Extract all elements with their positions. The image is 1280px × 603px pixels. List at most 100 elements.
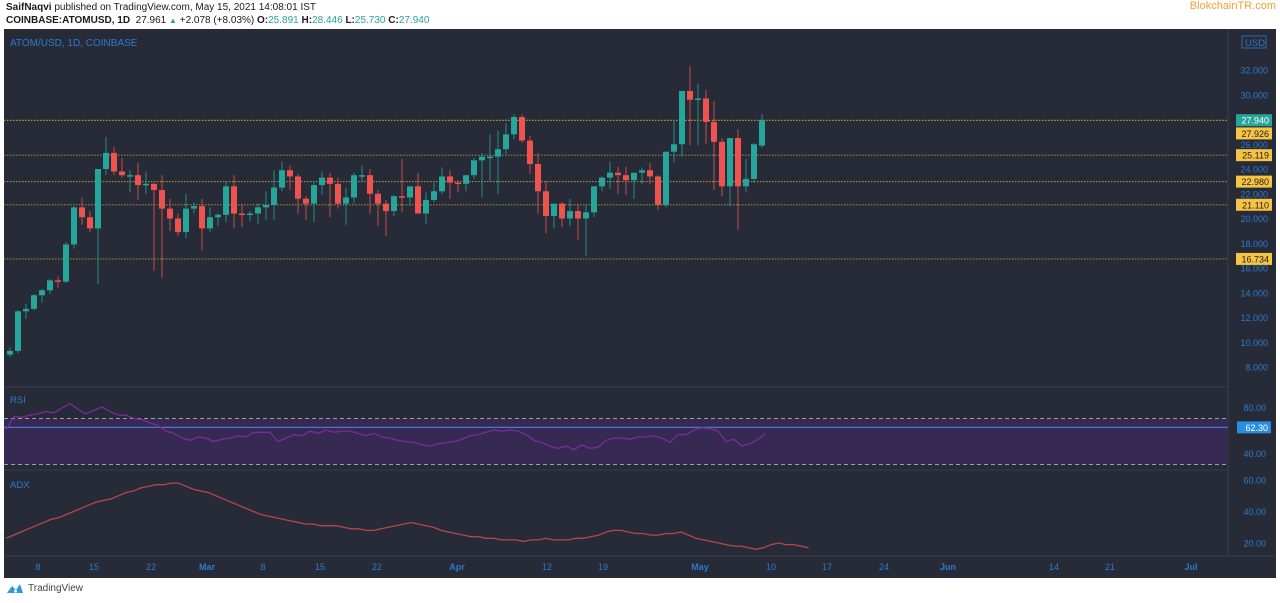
candle[interactable] [591, 186, 597, 218]
candle[interactable] [439, 167, 445, 194]
candle[interactable] [367, 169, 373, 214]
candle[interactable] [15, 310, 21, 354]
candle[interactable] [335, 177, 341, 209]
candle[interactable] [447, 170, 453, 199]
candle[interactable] [463, 175, 469, 192]
candle[interactable] [543, 181, 549, 234]
candle[interactable] [759, 113, 765, 148]
candle[interactable] [679, 91, 685, 157]
candle[interactable] [383, 199, 389, 236]
candle[interactable] [607, 161, 613, 189]
candle[interactable] [535, 152, 541, 214]
candle[interactable] [31, 293, 37, 311]
candle[interactable] [559, 202, 565, 228]
candle[interactable] [359, 165, 365, 183]
candle[interactable] [135, 162, 141, 200]
candle[interactable] [111, 146, 117, 176]
tradingview-footer[interactable]: TradingView [6, 583, 83, 594]
candle[interactable] [431, 182, 437, 203]
candle[interactable] [279, 161, 285, 192]
candle[interactable] [423, 192, 429, 224]
candle[interactable] [735, 129, 741, 230]
candle[interactable] [127, 170, 133, 193]
candle[interactable] [719, 138, 725, 197]
rsi-pane[interactable]: 80.00 40.00 62.30 [4, 386, 1271, 471]
candle[interactable] [199, 198, 205, 251]
candle[interactable] [487, 134, 493, 182]
candle[interactable] [119, 157, 125, 178]
candle[interactable] [575, 203, 581, 240]
candle[interactable] [47, 279, 53, 294]
time-axis[interactable]: 8 15 22 Mar 8 15 22 Apr 12 19 May 10 17 24 Jun 14 21 Jul [35, 562, 1197, 572]
candle[interactable] [391, 194, 397, 217]
candle[interactable] [671, 119, 677, 163]
candle[interactable] [55, 276, 61, 288]
candle[interactable] [159, 175, 165, 278]
candle[interactable] [511, 114, 517, 140]
candle[interactable] [343, 187, 349, 225]
candle[interactable] [727, 138, 733, 207]
price-pane[interactable] [4, 66, 1228, 358]
candle[interactable] [215, 213, 221, 226]
candle[interactable] [143, 171, 149, 194]
candle[interactable] [751, 143, 757, 183]
candle[interactable] [527, 135, 533, 174]
candle[interactable] [255, 203, 261, 224]
candle[interactable] [415, 172, 421, 214]
candle[interactable] [479, 152, 485, 198]
price-axis[interactable]: 32.00030.00028.00026.00024.00022.00020.0… [1236, 66, 1272, 373]
currency-box[interactable] [1241, 35, 1267, 49]
candle[interactable] [191, 202, 197, 214]
candle[interactable] [687, 66, 693, 146]
candle[interactable] [183, 193, 189, 239]
candle[interactable] [375, 190, 381, 226]
candle[interactable] [263, 191, 269, 220]
candle[interactable] [223, 181, 229, 223]
candle[interactable] [503, 123, 509, 155]
candle[interactable] [79, 197, 85, 225]
candle[interactable] [95, 169, 101, 285]
candle[interactable] [175, 213, 181, 236]
candle[interactable] [455, 180, 461, 193]
candle[interactable] [319, 171, 325, 195]
candle[interactable] [623, 166, 629, 195]
candle[interactable] [407, 186, 413, 207]
candle[interactable] [631, 172, 637, 199]
candle[interactable] [311, 182, 317, 223]
candle[interactable] [239, 203, 245, 228]
candle[interactable] [7, 347, 13, 358]
candle[interactable] [743, 159, 749, 193]
candle[interactable] [599, 176, 605, 192]
candle[interactable] [327, 172, 333, 218]
adx-pane[interactable]: 60.00 40.00 20.00 [5, 476, 1266, 550]
candle[interactable] [151, 182, 157, 271]
candle[interactable] [519, 114, 525, 144]
candle[interactable] [703, 89, 709, 145]
candle[interactable] [271, 170, 277, 220]
candle[interactable] [207, 207, 213, 233]
candle[interactable] [87, 211, 93, 233]
candle[interactable] [551, 203, 557, 229]
chart-area[interactable]: 32.00030.00028.00026.00024.00022.00020.0… [0, 29, 1280, 578]
candle[interactable] [23, 303, 29, 319]
candle[interactable] [231, 175, 237, 229]
candle[interactable] [399, 159, 405, 213]
candle[interactable] [39, 289, 45, 303]
candle[interactable] [615, 166, 621, 194]
candle[interactable] [71, 206, 77, 249]
candle[interactable] [471, 157, 477, 179]
candle[interactable] [287, 165, 293, 191]
candle[interactable] [663, 151, 669, 208]
candle[interactable] [295, 173, 301, 214]
candle[interactable] [167, 198, 173, 231]
candle[interactable] [63, 242, 69, 283]
candle[interactable] [103, 136, 109, 176]
candle[interactable] [247, 211, 253, 221]
candle[interactable] [655, 175, 661, 210]
candle[interactable] [711, 100, 717, 191]
candle[interactable] [583, 204, 589, 256]
candle[interactable] [639, 167, 645, 184]
candle[interactable] [695, 83, 701, 146]
candle[interactable] [303, 196, 309, 220]
candle[interactable] [351, 172, 357, 204]
